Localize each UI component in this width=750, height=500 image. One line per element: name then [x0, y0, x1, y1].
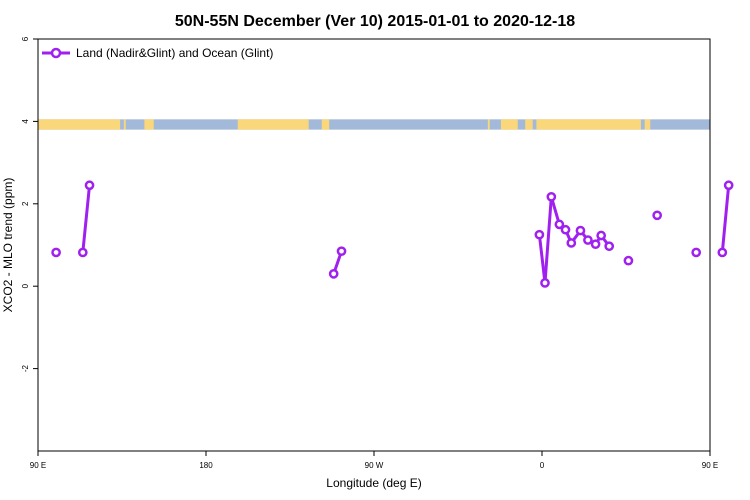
y-tick-label-1: 0 [21, 283, 30, 288]
x-axis-label: Longitude (deg E) [326, 476, 421, 490]
series-0-point-15 [604, 241, 615, 252]
y-tick-label-4: 6 [21, 36, 30, 41]
series-0-point-2 [84, 180, 95, 191]
series-0-point-14 [596, 230, 607, 241]
x-tick-label-4: 90 E [702, 461, 718, 470]
series-0-point-10 [566, 238, 577, 248]
land-segment-4 [321, 119, 330, 130]
y-tick-label-0: -2 [21, 364, 30, 372]
series-0-point-5 [534, 229, 545, 240]
land-segment-9 [644, 119, 651, 130]
land-segment-2 [144, 119, 154, 130]
series-0-point-3 [328, 268, 339, 279]
y-axis: -2 0 2 4 6 [21, 36, 38, 372]
ocean-band [38, 119, 710, 130]
series-0-point-9 [560, 224, 571, 235]
y-tick-label-2: 2 [21, 201, 30, 206]
series-group [51, 180, 734, 288]
series-0-segment-19 [720, 185, 731, 253]
series-0-segment-5 [537, 234, 547, 284]
series-0-point-17 [652, 210, 663, 221]
x-tick-label-3: 0 [540, 461, 545, 470]
land-segment-8 [536, 119, 641, 130]
y-axis-label: XCO2 - MLO trend (ppm) [1, 178, 15, 313]
series-0-segment-6 [543, 196, 553, 284]
land-segment-1 [123, 119, 126, 130]
land-segment-0 [38, 119, 121, 130]
land-ocean-strip [38, 119, 710, 130]
legend-label: Land (Nadir&Glint) and Ocean (Glint) [76, 46, 273, 60]
series-0-point-6 [540, 278, 550, 288]
y-tick-label-3: 4 [21, 119, 30, 124]
chart-title: 50N-55N December (Ver 10) 2015-01-01 to … [175, 13, 575, 30]
series-0-point-8 [554, 219, 565, 230]
x-tick-label-2: 90 W [365, 461, 384, 470]
series-0-point-7 [546, 191, 557, 202]
series-0-point-13 [590, 239, 601, 250]
series-0-point-1 [77, 247, 88, 258]
x-tick-label-0: 90 E [30, 461, 46, 470]
land-segment-3 [237, 119, 309, 130]
land-segment-6 [500, 119, 518, 130]
series-0-point-12 [583, 235, 593, 245]
series-0-point-20 [723, 180, 734, 191]
series-0-point-19 [717, 247, 728, 258]
x-axis: 90 E 180 90 W 0 90 E [30, 451, 718, 470]
series-0-point-16 [623, 255, 634, 266]
land-segment-5 [487, 119, 490, 130]
series-0-point-18 [691, 247, 702, 258]
series-0-point-11 [575, 225, 586, 236]
series-0-point-4 [336, 246, 347, 257]
series-0-segment-1 [81, 185, 92, 253]
x-tick-label-1: 180 [199, 461, 213, 470]
series-0-point-0 [51, 247, 61, 258]
land-segment-7 [525, 119, 533, 130]
legend: Land (Nadir&Glint) and Ocean (Glint) [42, 46, 273, 60]
legend-marker [50, 47, 62, 59]
